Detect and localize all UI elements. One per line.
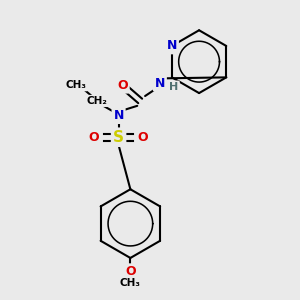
Text: N: N bbox=[154, 77, 165, 90]
Text: CH₃: CH₃ bbox=[66, 80, 87, 90]
Text: O: O bbox=[125, 265, 136, 278]
Text: O: O bbox=[138, 131, 148, 144]
Text: H: H bbox=[169, 82, 178, 92]
Text: N: N bbox=[167, 40, 177, 52]
Text: N: N bbox=[113, 109, 124, 122]
Text: O: O bbox=[89, 131, 99, 144]
Text: S: S bbox=[113, 130, 124, 145]
Text: CH₃: CH₃ bbox=[120, 278, 141, 289]
Text: CH₂: CH₂ bbox=[87, 96, 107, 106]
Text: O: O bbox=[117, 79, 128, 92]
